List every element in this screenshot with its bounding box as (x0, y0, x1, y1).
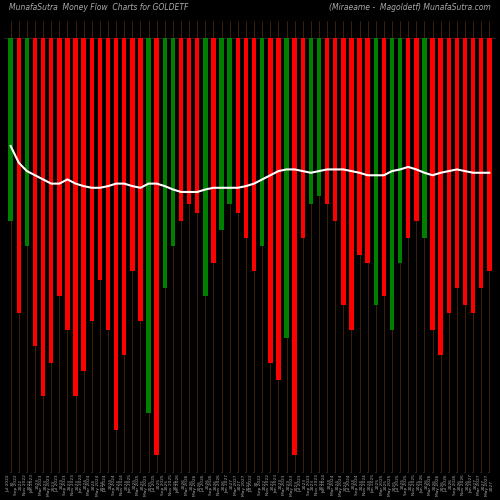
Bar (438, 38, 443, 354)
Bar (162, 38, 167, 288)
Bar (130, 38, 134, 271)
Bar (390, 38, 394, 330)
Bar (422, 38, 426, 238)
Bar (16, 38, 21, 313)
Bar (154, 38, 159, 455)
Bar (414, 38, 418, 221)
Bar (24, 38, 29, 246)
Bar (374, 38, 378, 304)
Bar (179, 38, 184, 221)
Bar (276, 38, 280, 380)
Bar (284, 38, 288, 338)
Bar (33, 38, 37, 346)
Bar (106, 38, 110, 330)
Bar (471, 38, 476, 313)
Bar (82, 38, 86, 372)
Text: (Miraeame -  Magoldetf) MunafaSutra.com: (Miraeame - Magoldetf) MunafaSutra.com (329, 3, 491, 12)
Bar (454, 38, 459, 288)
Bar (333, 38, 338, 221)
Bar (57, 38, 62, 296)
Bar (90, 38, 94, 322)
Bar (446, 38, 451, 313)
Bar (65, 38, 70, 330)
Bar (195, 38, 200, 213)
Bar (398, 38, 402, 263)
Bar (244, 38, 248, 238)
Bar (170, 38, 175, 246)
Bar (146, 38, 151, 413)
Bar (138, 38, 142, 322)
Bar (114, 38, 118, 430)
Bar (212, 38, 216, 263)
Bar (220, 38, 224, 230)
Bar (366, 38, 370, 263)
Bar (236, 38, 240, 213)
Bar (325, 38, 330, 204)
Bar (487, 38, 492, 271)
Bar (49, 38, 54, 363)
Bar (382, 38, 386, 296)
Bar (268, 38, 272, 363)
Bar (74, 38, 78, 397)
Bar (308, 38, 313, 204)
Bar (406, 38, 410, 238)
Bar (228, 38, 232, 204)
Bar (292, 38, 297, 455)
Bar (463, 38, 467, 304)
Bar (41, 38, 46, 397)
Bar (430, 38, 435, 330)
Bar (203, 38, 207, 296)
Bar (300, 38, 305, 238)
Bar (260, 38, 264, 246)
Bar (479, 38, 484, 288)
Bar (187, 38, 192, 204)
Bar (252, 38, 256, 271)
Text: MunafaSutra  Money Flow  Charts for GOLDETF: MunafaSutra Money Flow Charts for GOLDET… (9, 3, 188, 12)
Bar (98, 38, 102, 280)
Bar (8, 38, 13, 221)
Bar (349, 38, 354, 330)
Bar (358, 38, 362, 254)
Bar (122, 38, 126, 354)
Bar (316, 38, 321, 196)
Bar (341, 38, 345, 304)
